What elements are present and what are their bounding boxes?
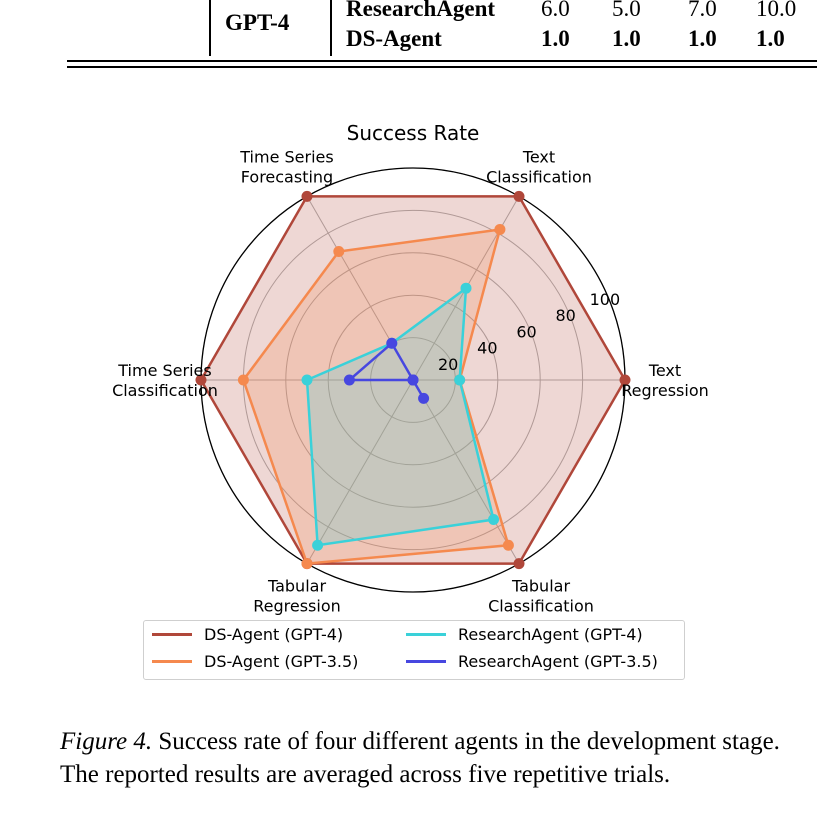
legend-label: ResearchAgent (GPT-4): [458, 625, 643, 644]
table-cell: 7.0: [688, 0, 717, 21]
data-point: [454, 374, 466, 386]
series-fill: [307, 288, 494, 546]
data-point: [619, 374, 631, 386]
legend-label: ResearchAgent (GPT-3.5): [458, 652, 658, 671]
data-point: [301, 374, 313, 386]
data-point: [407, 374, 419, 386]
data-point: [494, 223, 506, 235]
legend-item: ResearchAgent (GPT-3.5): [406, 652, 658, 671]
table-cell: 6.0: [541, 0, 570, 21]
table-vertical-divider-right: [330, 0, 332, 56]
data-point: [513, 558, 525, 570]
legend-swatch: [406, 633, 446, 636]
figure-caption: Figure 4. Success rate of four different…: [60, 725, 780, 791]
legend-swatch: [152, 633, 192, 636]
data-point: [301, 558, 313, 570]
data-point: [460, 282, 472, 294]
grid-spoke: [306, 379, 414, 564]
radar-chart: Success Rate 20 40 60 80 100 Text Regression Tex…: [0, 110, 817, 690]
category-label: Tabular Regression: [253, 577, 341, 616]
legend-item: ResearchAgent (GPT-4): [406, 625, 643, 644]
table-cell: 1.0: [612, 26, 641, 51]
table-vertical-divider-left: [209, 0, 211, 56]
data-point: [312, 539, 324, 551]
category-label: Time Series Forecasting: [239, 147, 333, 186]
table-row-method: ResearchAgent: [346, 0, 496, 21]
category-label: Tabular Classification: [488, 577, 594, 616]
data-point: [513, 190, 525, 202]
table-cell: 1.0: [688, 26, 717, 51]
data-point: [386, 337, 398, 349]
data-point: [488, 514, 500, 526]
chart-title: Success Rate: [347, 121, 480, 145]
grid-spoke: [412, 379, 520, 564]
table-cell: 5.0: [612, 0, 641, 21]
data-point: [343, 374, 355, 386]
caption-text: Success rate of four different agents in…: [60, 728, 780, 788]
legend-item: DS-Agent (GPT-3.5): [152, 652, 358, 671]
legend-label: DS-Agent (GPT-4): [204, 625, 344, 644]
legend-label: DS-Agent (GPT-3.5): [204, 652, 359, 671]
data-point: [195, 374, 207, 386]
table-cell: 10.0: [756, 0, 797, 21]
legend-item: DS-Agent (GPT-4): [152, 625, 343, 644]
table-cell: 1.0: [541, 26, 570, 51]
category-label: Time Series Classification: [112, 361, 218, 400]
data-point: [502, 539, 514, 551]
data-point: [301, 190, 313, 202]
data-point: [237, 374, 249, 386]
table-bottom-rule-1: [67, 60, 817, 62]
radial-tick-label: 80: [556, 306, 576, 325]
radial-tick-label: 60: [516, 322, 536, 341]
data-point: [333, 245, 345, 257]
table-row-method: DS-Agent: [346, 26, 442, 51]
category-label: Text Regression: [621, 361, 709, 400]
radial-tick-label: 40: [477, 339, 497, 358]
results-table-fragment: GPT-4 ResearchAgent 6.0 5.0 7.0 10.0 DS-…: [0, 0, 817, 80]
series-fill: [243, 229, 509, 564]
table-model-label: GPT-4: [225, 10, 290, 35]
radial-tick-label: 20: [438, 355, 458, 374]
radial-tick-label: 100: [590, 290, 621, 309]
figure-label: Figure 4.: [60, 728, 153, 755]
legend-swatch: [152, 660, 192, 663]
category-label: Text Classification: [486, 147, 592, 186]
radar-chart-svg: Success Rate 20 40 60 80 100 Text Regression Tex…: [112, 121, 709, 616]
table-cell: 1.0: [756, 26, 785, 51]
data-point: [418, 392, 430, 404]
chart-legend: DS-Agent (GPT-4) DS-Agent (GPT-3.5) Rese…: [143, 620, 685, 680]
legend-swatch: [406, 660, 446, 663]
table-bottom-rule-2: [67, 66, 817, 68]
